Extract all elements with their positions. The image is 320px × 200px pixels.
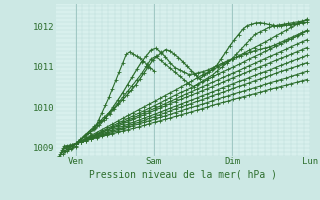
X-axis label: Pression niveau de la mer( hPa ): Pression niveau de la mer( hPa ) — [89, 169, 277, 179]
